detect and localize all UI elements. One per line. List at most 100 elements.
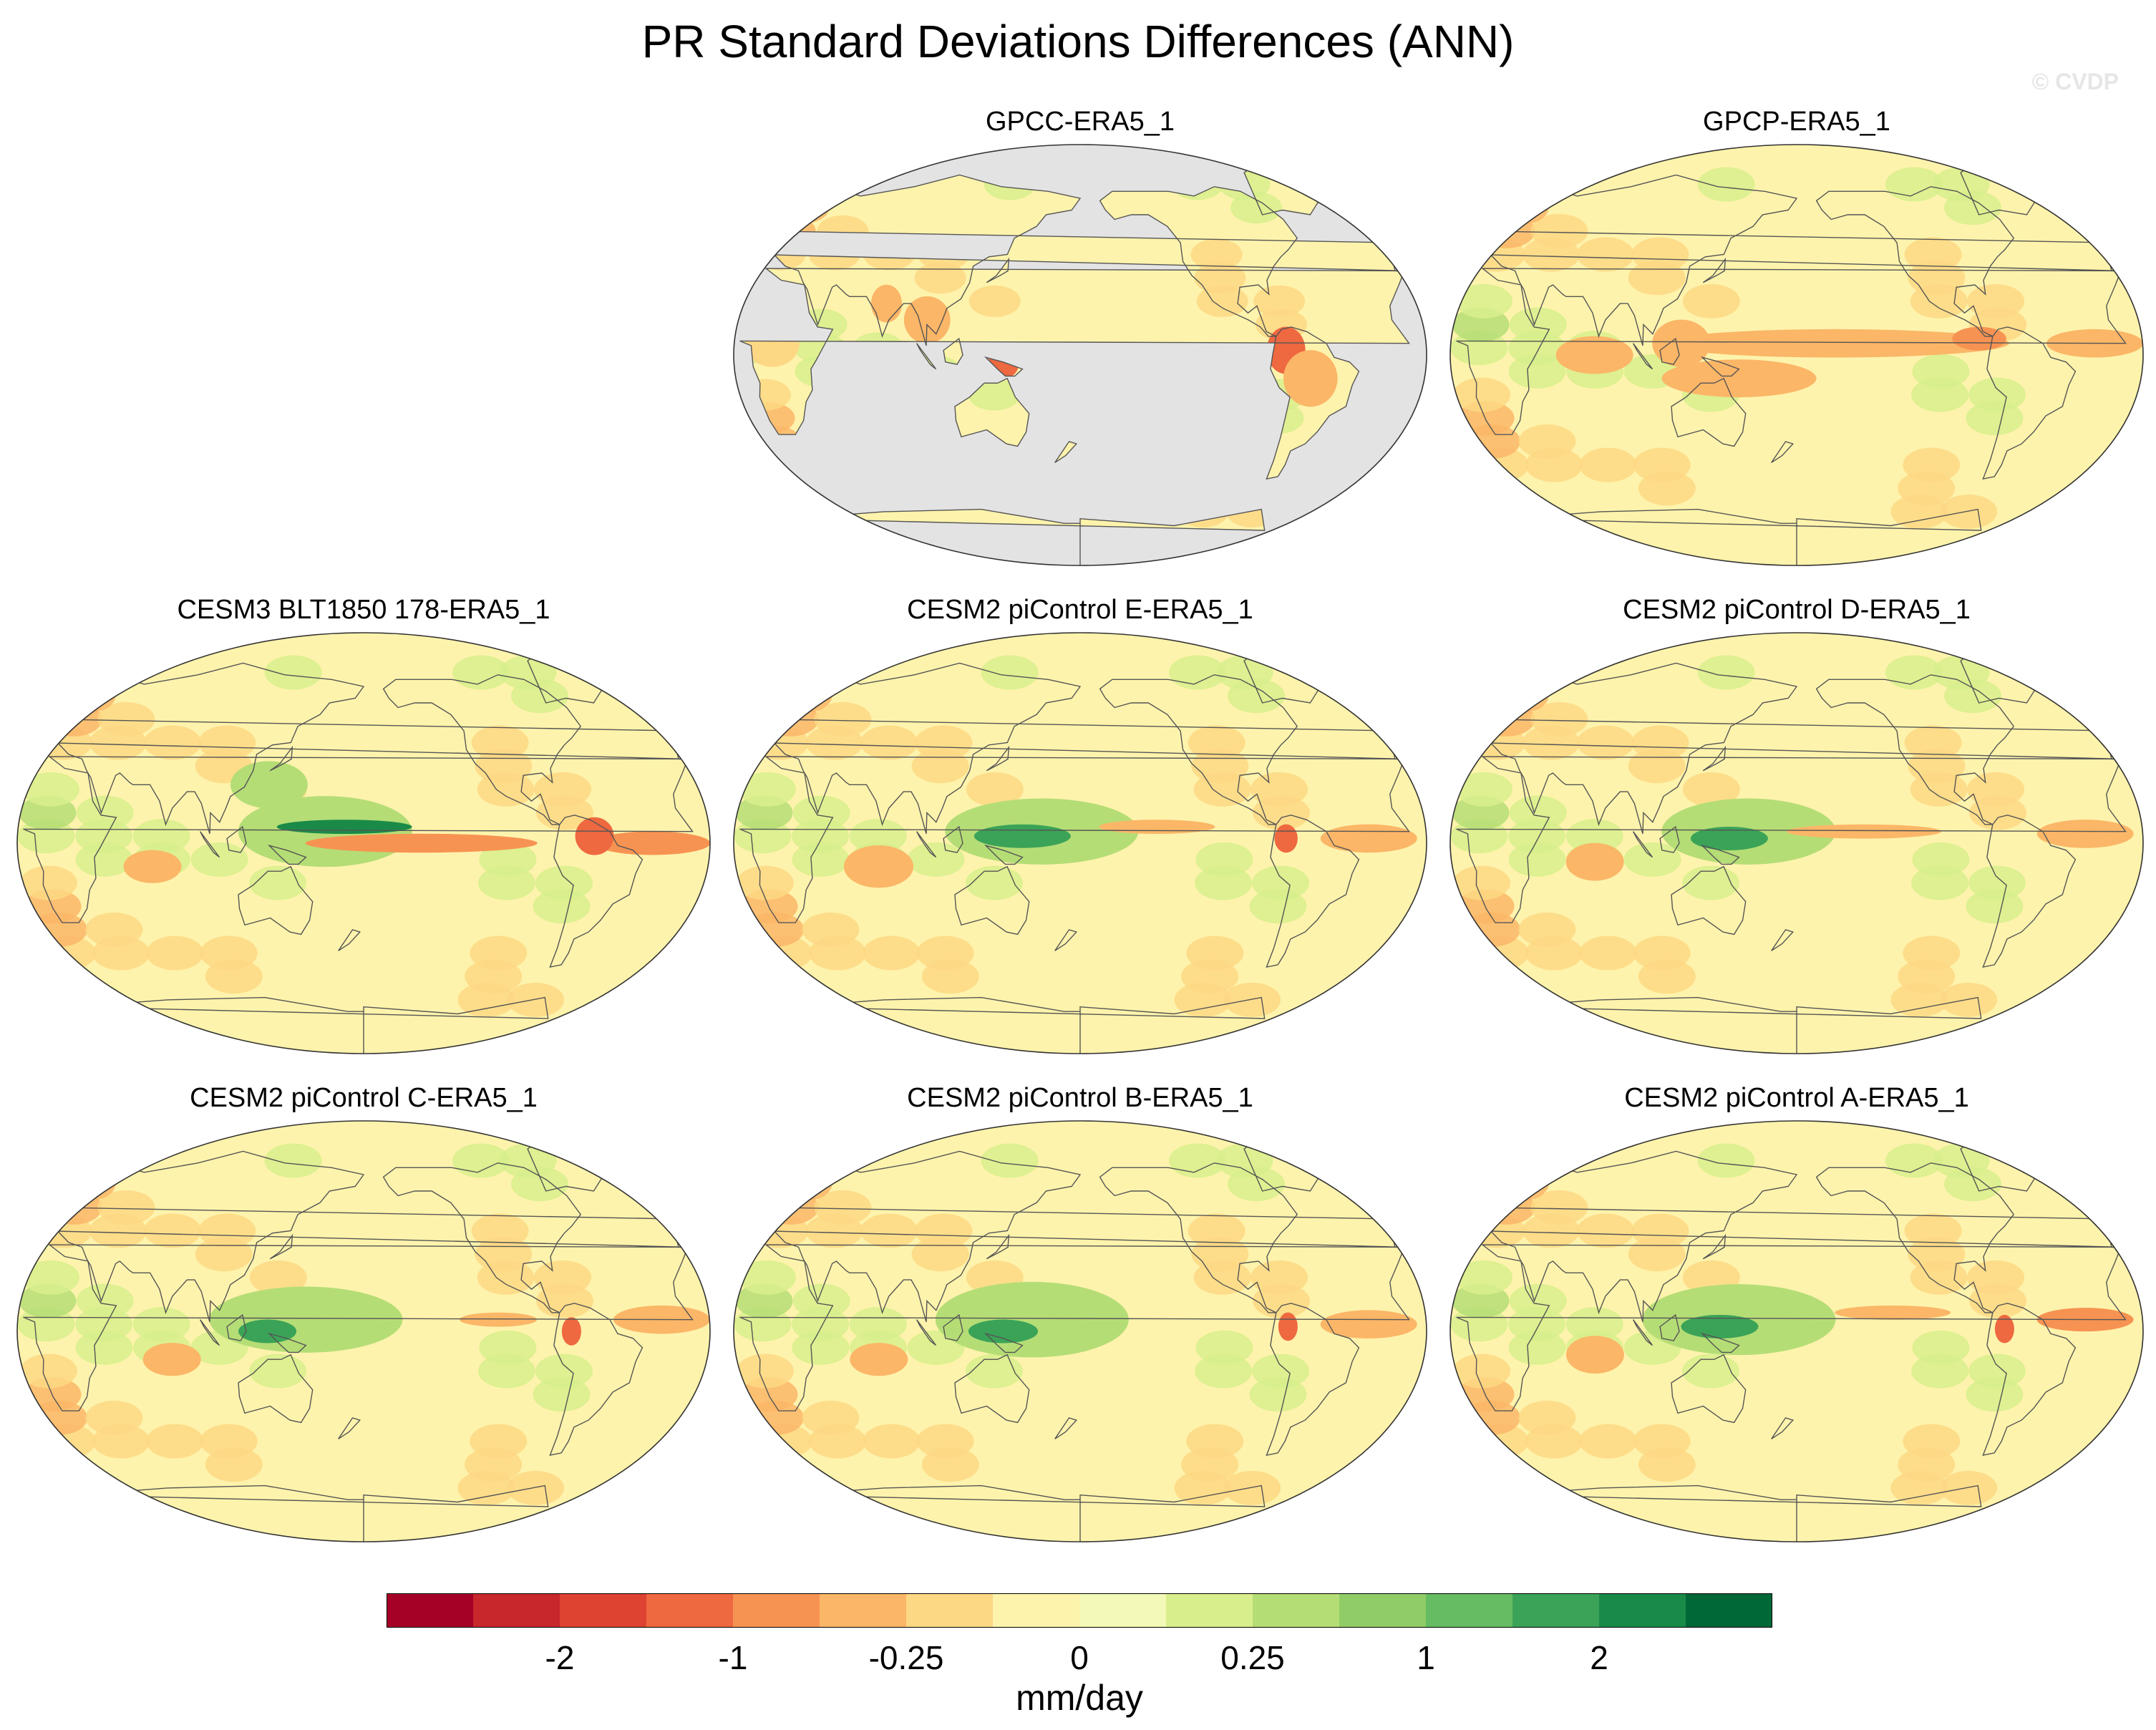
coastline <box>1659 825 1680 853</box>
anomaly-blob <box>1885 167 1943 202</box>
anomaly-blob <box>1497 982 1555 1017</box>
anomaly-blob <box>907 842 965 877</box>
anomaly-blob <box>1940 982 1998 1017</box>
anomaly-blob <box>1565 819 1623 854</box>
colorbar-swatch <box>733 1593 820 1628</box>
anomaly-blob <box>507 982 565 1017</box>
anomaly-blob <box>479 842 537 877</box>
anomaly-blob <box>1518 912 1576 947</box>
anomaly-blob <box>1195 1330 1253 1365</box>
anomaly-blob <box>1518 424 1576 459</box>
coastline <box>1456 268 2127 435</box>
anomaly-blob <box>860 1213 918 1248</box>
coastline <box>226 825 247 853</box>
anomaly-blob <box>1885 655 1943 690</box>
anomaly-blob <box>1196 285 1248 317</box>
panel-title: CESM3 BLT1850 178-ERA5_1 <box>177 595 550 625</box>
coastline <box>1671 1354 1747 1424</box>
colorbar-swatch <box>646 1593 734 1628</box>
colorbar-tick-label: -2 <box>545 1639 575 1676</box>
anomaly-feature <box>561 1317 581 1346</box>
anomaly-blob <box>1577 237 1635 272</box>
map-cesm2-c <box>16 1120 711 1542</box>
anomaly-blob <box>1579 1424 1637 1459</box>
coastline <box>954 377 1030 447</box>
colorbar-tick-label: -0.25 <box>868 1639 944 1676</box>
coastlines <box>1456 651 2127 1054</box>
colorbar-swatch <box>1686 1593 1772 1628</box>
coastlines <box>739 1139 1410 1542</box>
anomaly-blob <box>452 655 510 690</box>
anomaly-feature <box>305 833 538 853</box>
anomaly-blob <box>499 655 557 690</box>
anomaly-feature <box>276 820 412 835</box>
coastline <box>267 1332 307 1354</box>
anomaly-blob <box>58 679 116 714</box>
anomaly-blob <box>1903 447 1961 482</box>
anomaly-blob <box>1903 936 1961 971</box>
panel-cesm2-a: CESM2 piControl A-ERA5_1 <box>1446 1082 2147 1547</box>
anomaly-blob <box>1932 167 1990 202</box>
anomaly-blob <box>1967 283 2025 319</box>
anomaly-blob <box>85 1400 143 1435</box>
anomaly-blob <box>966 772 1024 807</box>
anomaly-blob <box>761 701 819 737</box>
anomaly-blob <box>1509 307 1567 342</box>
anomaly-blob <box>863 936 921 971</box>
colorbar-tick-label: 1 <box>1417 1639 1435 1676</box>
colorbar-swatch <box>1339 1593 1427 1628</box>
anomaly-blob <box>1251 772 1308 807</box>
coastline <box>1982 326 2077 480</box>
anomaly-blob <box>146 936 204 971</box>
coastline <box>1771 441 1795 463</box>
anomaly-blob <box>64 1470 122 1505</box>
map-border <box>733 144 1427 566</box>
anomaly-feature <box>1994 1314 2014 1343</box>
anomaly-blob <box>1633 936 1691 971</box>
coastline <box>1982 1303 2077 1457</box>
anomaly-blob <box>1631 725 1689 760</box>
anomaly-blob <box>1940 1470 1998 1505</box>
anomaly-blob <box>981 1143 1039 1178</box>
coastlines <box>23 1139 694 1542</box>
coastline <box>757 662 1404 835</box>
anomaly-blob <box>144 1213 202 1248</box>
coastline <box>382 1162 582 1313</box>
anomaly-blob <box>1455 283 1512 319</box>
anomaly-blob <box>85 912 143 947</box>
coastline <box>269 1233 293 1260</box>
coastline <box>74 1484 549 1542</box>
anomaly-blob <box>1968 1354 2026 1389</box>
anomaly-feature <box>1278 1312 1298 1341</box>
map-cesm3-blt1850 <box>16 632 711 1054</box>
coastline <box>1054 441 1078 463</box>
anomaly-feature <box>238 1319 297 1343</box>
coastline <box>954 1354 1030 1424</box>
anomaly-blob <box>863 1424 921 1459</box>
coastline <box>382 674 582 825</box>
anomaly-blob <box>814 701 872 737</box>
coastline <box>1632 1319 1654 1346</box>
anomaly-blob <box>1509 795 1567 830</box>
anomaly-feature <box>1661 359 1817 398</box>
anomaly-blob <box>1497 1470 1555 1505</box>
coastline <box>199 831 220 858</box>
anomaly-feature <box>1274 824 1298 853</box>
anomaly-blob <box>190 842 248 877</box>
anomaly-blob <box>1932 1143 1990 1178</box>
anomaly-feature <box>973 824 1071 848</box>
coastline <box>1815 1162 2015 1313</box>
anomaly-blob <box>968 379 1020 411</box>
colorbar-tick-label: 0 <box>1070 1639 1089 1676</box>
anomaly-blob <box>849 819 907 854</box>
map-cesm2-d <box>1450 632 2144 1054</box>
anomaly-blob <box>916 1424 974 1459</box>
anomaly-blob <box>499 1143 557 1178</box>
anomaly-blob <box>814 1190 872 1225</box>
map-gpcc <box>733 144 1427 566</box>
anomaly-blob <box>1491 679 1549 714</box>
coastline <box>916 1319 937 1346</box>
coastline <box>267 844 307 865</box>
anomaly-blob <box>58 1167 116 1202</box>
coastline <box>1266 1303 1360 1457</box>
